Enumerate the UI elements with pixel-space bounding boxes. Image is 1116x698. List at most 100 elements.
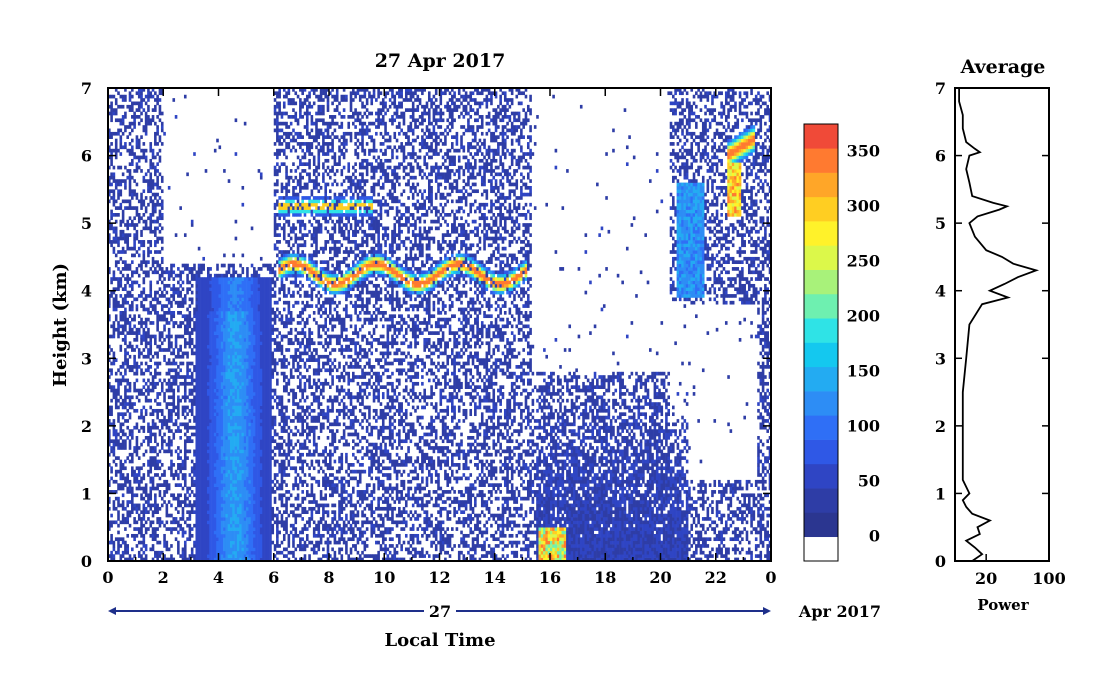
heatmap-cell xyxy=(126,419,130,423)
heatmap-cell xyxy=(250,283,254,292)
heatmap-cell xyxy=(154,338,157,346)
heatmap-cell xyxy=(287,307,291,315)
heatmap-cell xyxy=(375,419,378,423)
heatmap-cell xyxy=(144,435,148,440)
heatmap-cell xyxy=(197,246,201,251)
heatmap-cell xyxy=(354,520,357,528)
heatmap-cell xyxy=(126,169,130,173)
heatmap-cell xyxy=(315,395,318,400)
heatmap-cell xyxy=(183,233,187,237)
heatmap-cell xyxy=(372,88,376,92)
heatmap-cell xyxy=(220,324,224,332)
heatmap-cell xyxy=(289,256,293,261)
heatmap-cell xyxy=(335,530,339,535)
heatmap-cell xyxy=(131,547,134,552)
heatmap-cell xyxy=(246,267,249,278)
heatmap-cell xyxy=(220,435,224,440)
heatmap-cell xyxy=(333,300,337,305)
heatmap-cell xyxy=(381,351,385,359)
heatmap-cell xyxy=(167,446,171,450)
heatmap-cell xyxy=(393,547,397,555)
heatmap-cell xyxy=(273,490,277,494)
heatmap-cell xyxy=(285,277,288,281)
heatmap-cell xyxy=(312,270,316,275)
heatmap-cell xyxy=(335,429,339,433)
heatmap-cell xyxy=(223,398,226,454)
heatmap-cell xyxy=(124,199,127,204)
heatmap-cell xyxy=(299,236,302,241)
heatmap-cell xyxy=(358,270,362,275)
heatmap-cell xyxy=(340,398,344,403)
heatmap-cell xyxy=(135,503,139,508)
heatmap-cell xyxy=(377,199,380,207)
heatmap-cell xyxy=(223,459,226,467)
heatmap-cell xyxy=(167,557,171,562)
heatmap-cell xyxy=(206,493,210,501)
heatmap-cell xyxy=(135,506,139,514)
heatmap-cell xyxy=(324,473,327,477)
heatmap-cell xyxy=(156,344,159,349)
heatmap-cell xyxy=(121,260,125,264)
heatmap-cell xyxy=(280,250,284,254)
heatmap-cell xyxy=(174,321,178,325)
heatmap-cell xyxy=(342,317,346,332)
heatmap-cell xyxy=(117,405,120,410)
heatmap-cell xyxy=(310,408,314,413)
heatmap-cell xyxy=(386,412,390,417)
heatmap-cell xyxy=(308,473,311,477)
heatmap-cell xyxy=(393,469,397,474)
heatmap-cell xyxy=(319,118,323,123)
heatmap-cell xyxy=(303,321,307,329)
heatmap-cell xyxy=(140,338,143,346)
heatmap-cell xyxy=(335,287,339,292)
heatmap-cell xyxy=(361,128,364,136)
heatmap-cell xyxy=(236,321,240,332)
heatmap-cell xyxy=(299,135,302,139)
heatmap-cell xyxy=(108,94,111,99)
heatmap-cell xyxy=(126,290,130,298)
heatmap-cell xyxy=(167,331,171,335)
heatmap-cell xyxy=(135,307,139,312)
heatmap-cell xyxy=(395,378,399,383)
heatmap-cell xyxy=(377,415,380,420)
heatmap-cell xyxy=(340,344,344,349)
heatmap-cell xyxy=(259,523,263,528)
heatmap-cell xyxy=(213,513,217,518)
heatmap-cell xyxy=(124,297,127,302)
heatmap-cell xyxy=(193,385,196,393)
heatmap-cell xyxy=(156,550,159,562)
heatmap-cell xyxy=(370,317,374,325)
heatmap-cell xyxy=(365,395,369,400)
heatmap-cell xyxy=(370,290,374,298)
heatmap-cell xyxy=(292,523,295,528)
heatmap-cell xyxy=(322,354,325,359)
heatmap-cell xyxy=(211,277,215,308)
heatmap-cell xyxy=(349,314,353,319)
heatmap-cell xyxy=(117,550,120,555)
heatmap-cell xyxy=(289,199,293,204)
heatmap-cell xyxy=(347,392,351,396)
heatmap-cell xyxy=(296,213,300,217)
heatmap-cell xyxy=(326,213,330,217)
heatmap-cell xyxy=(278,270,281,275)
heatmap-cell xyxy=(117,267,120,271)
heatmap-cell xyxy=(331,557,334,562)
heatmap-cell xyxy=(352,121,355,126)
heatmap-cell xyxy=(172,314,176,319)
heatmap-cell xyxy=(149,196,153,204)
heatmap-cell xyxy=(287,381,291,386)
heatmap-cell xyxy=(365,199,369,204)
heatmap-cell xyxy=(110,148,113,153)
heatmap-cell xyxy=(349,419,353,427)
heatmap-cell xyxy=(248,429,252,437)
heatmap-cell xyxy=(135,493,139,498)
heatmap-cell xyxy=(358,263,362,268)
heatmap-cell xyxy=(296,496,300,501)
heatmap-cell xyxy=(395,408,399,413)
heatmap-cell xyxy=(227,395,231,403)
heatmap-cell xyxy=(119,331,123,335)
heatmap-cell xyxy=(149,283,153,292)
heatmap-cell xyxy=(154,206,157,210)
heatmap-cell xyxy=(356,537,360,542)
heatmap-cell xyxy=(280,442,284,450)
